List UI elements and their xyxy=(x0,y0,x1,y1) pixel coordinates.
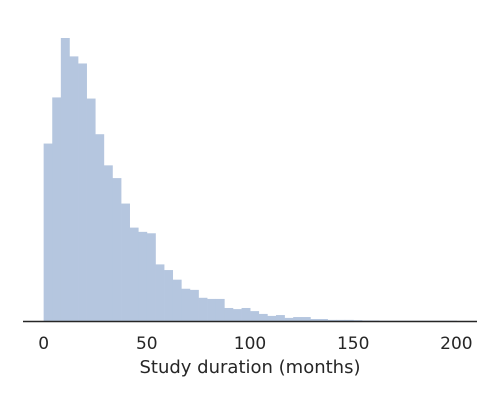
x-tick-label: 50 xyxy=(136,334,158,354)
x-axis-ticks: 0 50 100 150 200 xyxy=(38,334,472,354)
histogram-bar xyxy=(319,319,328,321)
histogram-bar xyxy=(156,264,165,321)
histogram-bar xyxy=(199,298,208,321)
histogram-bar xyxy=(87,99,96,321)
histogram-bar xyxy=(173,280,182,321)
histogram-bar xyxy=(69,56,78,321)
histogram-bar xyxy=(78,63,87,321)
histogram-bar xyxy=(190,290,199,321)
x-tick-label: 150 xyxy=(337,334,369,354)
histogram-bar xyxy=(130,228,139,321)
histogram-bar xyxy=(207,299,216,321)
histogram-bar xyxy=(216,299,225,321)
histogram-bar xyxy=(44,144,53,321)
histogram-bar xyxy=(276,315,285,321)
histogram-bar xyxy=(250,311,259,321)
histogram-bar xyxy=(112,178,121,321)
histogram-bar xyxy=(147,233,156,321)
histogram-bar xyxy=(267,316,276,321)
histogram-bar xyxy=(233,309,242,321)
histogram-bar xyxy=(259,314,268,321)
histogram-bar xyxy=(242,308,251,321)
histogram-bar xyxy=(61,38,70,321)
histogram-bar xyxy=(121,204,130,321)
histogram-bars xyxy=(44,38,457,321)
histogram-bar xyxy=(95,134,104,321)
histogram-bar xyxy=(224,308,233,321)
histogram-bar xyxy=(164,270,173,321)
histogram-bar xyxy=(138,232,147,321)
histogram-bar xyxy=(285,318,294,321)
x-tick-label: 100 xyxy=(234,334,266,354)
histogram-bar xyxy=(302,317,311,321)
histogram-bar xyxy=(104,165,113,321)
histogram-bar xyxy=(310,319,319,321)
histogram-bar xyxy=(293,317,302,321)
histogram-bar xyxy=(52,97,61,321)
histogram-bar xyxy=(181,289,190,321)
x-tick-label: 0 xyxy=(38,334,49,354)
x-tick-label: 200 xyxy=(440,334,472,354)
x-axis-label: Study duration (months) xyxy=(139,357,360,378)
